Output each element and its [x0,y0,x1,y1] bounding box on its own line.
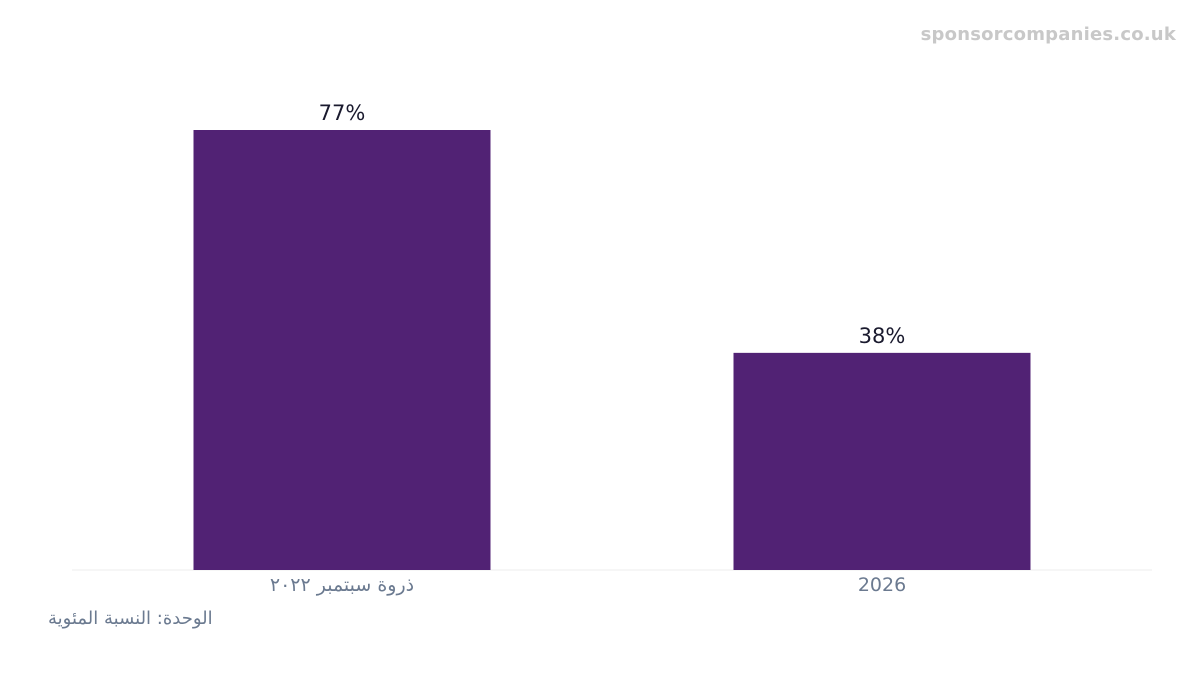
x-tick-label-0: ذروة سبتمبر ٢٠٢٢ [270,574,414,596]
bar-0 [193,130,491,570]
watermark: sponsorcompanies.co.uk [920,24,1176,45]
bar-value-label-1: 38% [859,324,906,348]
bar-value-label-0: 77% [319,101,366,125]
x-tick-label-1: 2026 [858,574,906,596]
bar-1 [733,352,1031,570]
unit-note: الوحدة: النسبة المئوية [48,608,213,629]
